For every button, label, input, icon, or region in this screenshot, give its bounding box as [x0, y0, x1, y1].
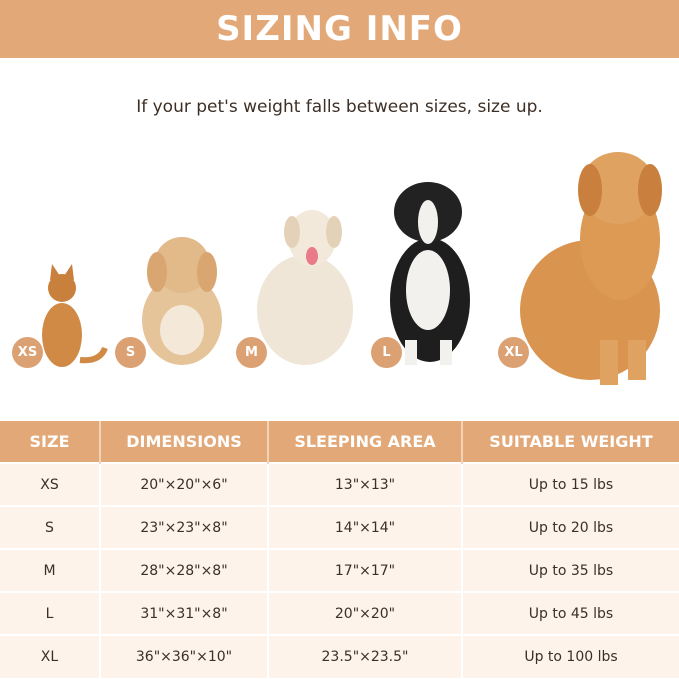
cell-dimensions: 28"×28"×8": [100, 548, 269, 592]
table-header-row: SIZE DIMENSIONS SLEEPING AREA SUITABLE W…: [0, 421, 679, 463]
pet-illustrations: [42, 152, 662, 385]
header-size: SIZE: [0, 421, 101, 463]
table-row: XS 20"×20"×6" 13"×13" Up to 15 lbs: [0, 462, 679, 506]
table-row: M 28"×28"×8" 17"×17" Up to 35 lbs: [0, 548, 679, 592]
header-sleeping-area: SLEEPING AREA: [268, 421, 463, 463]
subtitle: If your pet's weight falls between sizes…: [136, 97, 543, 117]
cell-sleeping-area: 20"×20": [268, 591, 463, 635]
table-row: L 31"×31"×8" 20"×20" Up to 45 lbs: [0, 591, 679, 635]
size-badge-xl: XL: [498, 337, 529, 368]
cell-suitable-weight: Up to 100 lbs: [462, 634, 679, 678]
cell-suitable-weight: Up to 35 lbs: [462, 548, 679, 592]
size-badge-xs: XS: [12, 337, 43, 368]
cell-size: XL: [0, 634, 101, 678]
labrador-image: [257, 210, 353, 365]
border-collie-image: [390, 182, 470, 365]
cell-suitable-weight: Up to 20 lbs: [462, 505, 679, 549]
cell-size: L: [0, 591, 101, 635]
cell-size: M: [0, 548, 101, 592]
cell-dimensions: 36"×36"×10": [100, 634, 269, 678]
golden-retriever-image: [520, 152, 662, 385]
cell-dimensions: 23"×23"×8": [100, 505, 269, 549]
cell-suitable-weight: Up to 45 lbs: [462, 591, 679, 635]
page-title: SIZING INFO: [216, 9, 463, 49]
cat-image: [42, 264, 108, 367]
size-badge-s: S: [115, 337, 146, 368]
sizing-table: SIZE DIMENSIONS SLEEPING AREA SUITABLE W…: [0, 421, 679, 678]
cell-size: XS: [0, 462, 101, 506]
cell-sleeping-area: 13"×13": [268, 462, 463, 506]
size-badge-l: L: [371, 337, 402, 368]
header-dimensions: DIMENSIONS: [100, 421, 269, 463]
table-row: XL 36"×36"×10" 23.5"×23.5" Up to 100 lbs: [0, 634, 679, 678]
cell-sleeping-area: 14"×14": [268, 505, 463, 549]
header-suitable-weight: SUITABLE WEIGHT: [462, 421, 679, 463]
title-banner: SIZING INFO: [0, 0, 679, 58]
small-dog-image: [142, 237, 222, 365]
table-row: S 23"×23"×8" 14"×14" Up to 20 lbs: [0, 505, 679, 549]
cell-size: S: [0, 505, 101, 549]
pet-lineup: XS S M L XL: [0, 140, 679, 400]
cell-dimensions: 20"×20"×6": [100, 462, 269, 506]
cell-suitable-weight: Up to 15 lbs: [462, 462, 679, 506]
cell-sleeping-area: 17"×17": [268, 548, 463, 592]
size-badge-m: M: [236, 337, 267, 368]
cell-dimensions: 31"×31"×8": [100, 591, 269, 635]
cell-sleeping-area: 23.5"×23.5": [268, 634, 463, 678]
